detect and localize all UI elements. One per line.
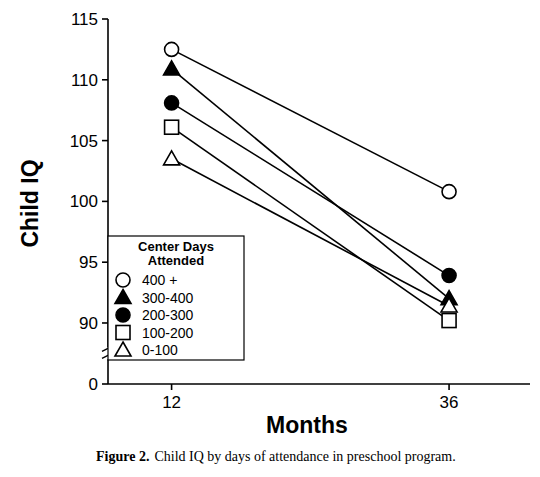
series-line — [172, 49, 449, 191]
y-tick-label: 0 — [89, 375, 98, 394]
chart: 90 95 100 105 110 115 0 12 36 Months Child IQ Cente… — [0, 0, 540, 477]
x-tick — [171, 384, 173, 390]
point — [165, 96, 179, 110]
caption-label: Figure 2. — [96, 449, 149, 464]
legend-label: 0-100 — [142, 342, 178, 358]
point — [441, 298, 457, 312]
x-tick — [448, 384, 450, 390]
y-tick — [102, 261, 108, 263]
y-tick-label: 105 — [70, 132, 98, 151]
point — [442, 314, 456, 328]
legend-label: 200-300 — [142, 307, 194, 323]
legend-marker — [116, 273, 130, 287]
y-tick — [102, 201, 108, 203]
y-tick-label: 100 — [70, 192, 98, 211]
legend-marker — [115, 290, 131, 304]
y-tick-label: 95 — [79, 253, 98, 272]
y-tick-zero — [102, 383, 108, 385]
x-tick-label: 36 — [440, 393, 459, 412]
legend-marker — [116, 308, 130, 322]
legend: Center DaysAttended 400 + 300-400200-300 10… — [108, 236, 244, 360]
axes: 90 95 100 105 110 115 0 12 36 — [70, 10, 530, 412]
point — [165, 42, 179, 56]
y-axis-label: Child IQ — [17, 159, 43, 247]
y-tick-label: 90 — [79, 314, 98, 333]
legend-box — [108, 236, 244, 360]
point — [164, 151, 180, 165]
legend-label: 300-400 — [142, 290, 194, 306]
y-tick — [102, 18, 108, 20]
y-axis-line-lower — [107, 359, 109, 384]
legend-label: 400 + — [142, 272, 177, 288]
point — [165, 120, 179, 134]
point — [442, 269, 456, 283]
x-axis-label: Months — [266, 412, 348, 438]
legend-marker — [116, 326, 130, 340]
y-tick-label: 115 — [71, 10, 98, 29]
point — [164, 61, 180, 75]
legend-title: Center Days — [138, 239, 214, 254]
legend-title: Attended — [148, 253, 204, 268]
y-tick — [102, 140, 108, 142]
point — [442, 185, 456, 199]
y-tick — [102, 79, 108, 81]
caption-text: Child IQ by days of attendance in presch… — [154, 449, 455, 464]
y-tick-label: 110 — [71, 71, 98, 90]
caption: Figure 2. Child IQ by days of attendance … — [96, 449, 456, 464]
legend-marker — [115, 342, 131, 356]
legend-label: 100-200 — [142, 325, 194, 341]
y-tick — [102, 322, 108, 324]
x-tick-label: 12 — [162, 393, 181, 412]
